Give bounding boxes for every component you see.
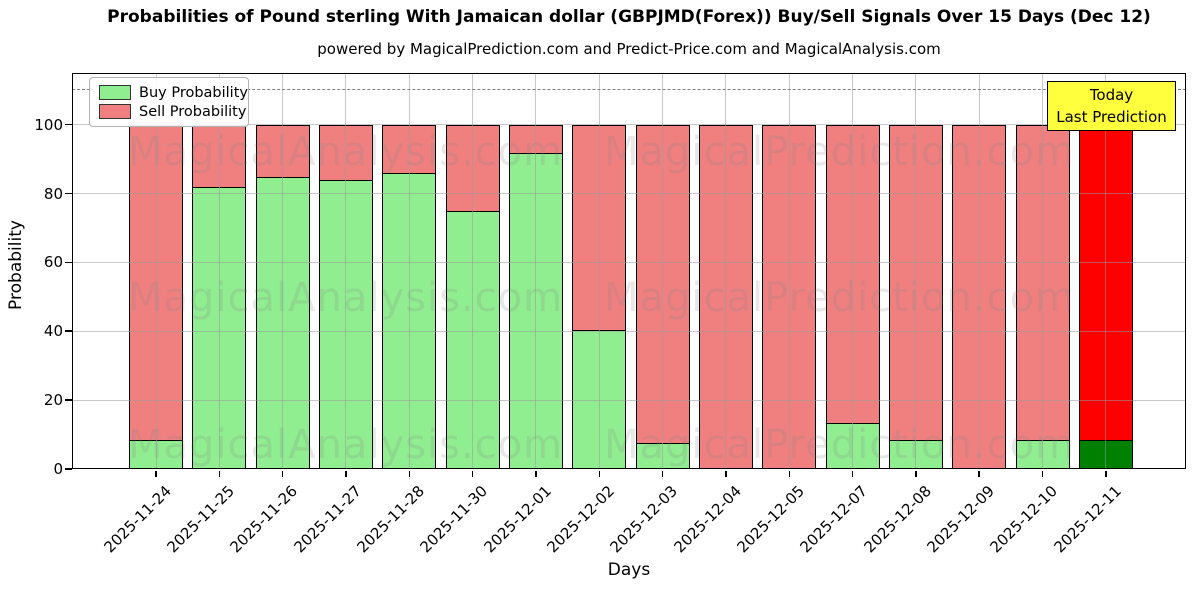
x-tick-label: 2025-12-08	[860, 482, 935, 557]
x-tick-mark	[218, 470, 221, 477]
sell-color-swatch	[99, 104, 131, 119]
legend: Buy Probability Sell Probability	[89, 77, 249, 127]
x-gridline	[408, 73, 410, 469]
x-tick-mark	[535, 470, 537, 477]
y-tick-label: 0	[53, 460, 63, 478]
watermark-magicalanalysis: MagicalAnalysis.com	[128, 129, 564, 175]
y-tick-label: 100	[34, 115, 63, 134]
y-gridline	[72, 124, 1186, 126]
watermark-magicalanalysis: MagicalAnalysis.com	[128, 422, 564, 468]
legend-item-buy: Buy Probability	[99, 83, 248, 102]
buy-color-swatch	[99, 85, 131, 100]
x-tick-mark	[471, 470, 474, 477]
legend-label-sell: Sell Probability	[139, 103, 247, 120]
y-gridline	[72, 399, 1186, 401]
x-tick-mark	[345, 470, 347, 477]
y-gridline	[72, 193, 1186, 195]
y-tick-mark	[65, 468, 72, 470]
x-tick-mark	[1105, 470, 1107, 477]
x-gridline	[218, 73, 220, 469]
x-tick-label: 2025-11-27	[290, 482, 365, 557]
x-tick-mark	[598, 470, 601, 477]
x-tick-label: 2025-12-04	[670, 482, 745, 557]
x-tick-label: 2025-11-28	[353, 482, 429, 557]
axes-border	[72, 73, 1186, 469]
x-tick-label: 2025-12-01	[480, 482, 555, 557]
x-gridline	[725, 73, 727, 469]
x-gridline	[852, 73, 854, 469]
x-tick-label: 2025-12-05	[733, 482, 809, 557]
x-gridline	[1105, 73, 1107, 469]
y-tick-mark	[65, 192, 72, 195]
watermark-magicalprediction: MagicalPrediction.com	[604, 275, 1075, 321]
x-tick-mark	[725, 470, 727, 477]
x-gridline	[788, 73, 790, 469]
x-gridline	[978, 73, 980, 469]
y-tick-label: 60	[43, 253, 63, 272]
reference-dashed-line	[72, 89, 1186, 91]
watermark-magicalprediction: MagicalPrediction.com	[604, 129, 1075, 175]
y-tick-label: 20	[43, 391, 63, 410]
x-tick-label: 2025-12-09	[923, 482, 999, 557]
x-tick-label: 2025-11-24	[100, 482, 175, 557]
x-tick-label: 2025-12-02	[543, 482, 619, 557]
x-gridline	[1042, 73, 1044, 469]
x-tick-label: 2025-12-11	[1050, 482, 1125, 557]
x-tick-label: 2025-12-10	[986, 482, 1062, 557]
watermark-magicalprediction: MagicalPrediction.com	[604, 422, 1075, 468]
x-gridline	[345, 73, 347, 469]
x-tick-label: 2025-11-30	[417, 482, 492, 557]
x-tick-mark	[661, 470, 664, 477]
today-annotation-line1: Today	[1089, 86, 1134, 104]
x-gridline	[282, 73, 284, 469]
watermark-magicalanalysis: MagicalAnalysis.com	[128, 275, 564, 321]
x-tick-label: 2025-11-25	[163, 482, 239, 557]
y-tick-label: 40	[43, 322, 63, 341]
y-tick-mark	[65, 399, 72, 401]
chart-title: Probabilities of Pound sterling With Jam…	[107, 7, 1151, 27]
x-tick-mark	[851, 470, 854, 477]
x-gridline	[155, 73, 157, 469]
x-tick-mark	[281, 470, 284, 477]
x-tick-mark	[978, 470, 981, 477]
y-gridline	[72, 261, 1186, 263]
x-tick-label: 2025-12-03	[606, 482, 682, 557]
x-tick-mark	[155, 470, 157, 477]
chart-subtitle: powered by MagicalPrediction.com and Pre…	[317, 40, 941, 58]
x-gridline	[472, 73, 474, 469]
x-gridline	[598, 73, 600, 469]
y-tick-label: 80	[43, 184, 63, 203]
x-tick-label: 2025-11-26	[227, 482, 302, 557]
x-axis-title: Days	[607, 560, 651, 580]
legend-label-buy: Buy Probability	[139, 84, 248, 101]
today-annotation-box: Today Last Prediction	[1047, 81, 1176, 131]
bar-2025-11-28	[382, 124, 437, 469]
y-tick-mark	[65, 330, 72, 333]
plot-area: MagicalAnalysis.com MagicalPrediction.com…	[72, 73, 1186, 469]
x-tick-mark	[788, 470, 791, 477]
y-tick-mark	[65, 123, 72, 126]
x-tick-mark	[1041, 470, 1044, 477]
x-gridline	[662, 73, 664, 469]
legend-item-sell: Sell Probability	[99, 102, 246, 121]
today-annotation-line2: Last Prediction	[1056, 108, 1167, 126]
x-tick-mark	[915, 470, 917, 477]
x-tick-mark	[408, 470, 411, 477]
x-gridline	[915, 73, 917, 469]
y-gridline	[72, 330, 1186, 332]
y-tick-mark	[65, 261, 72, 264]
x-tick-label: 2025-12-07	[796, 482, 872, 557]
x-gridline	[535, 73, 537, 469]
